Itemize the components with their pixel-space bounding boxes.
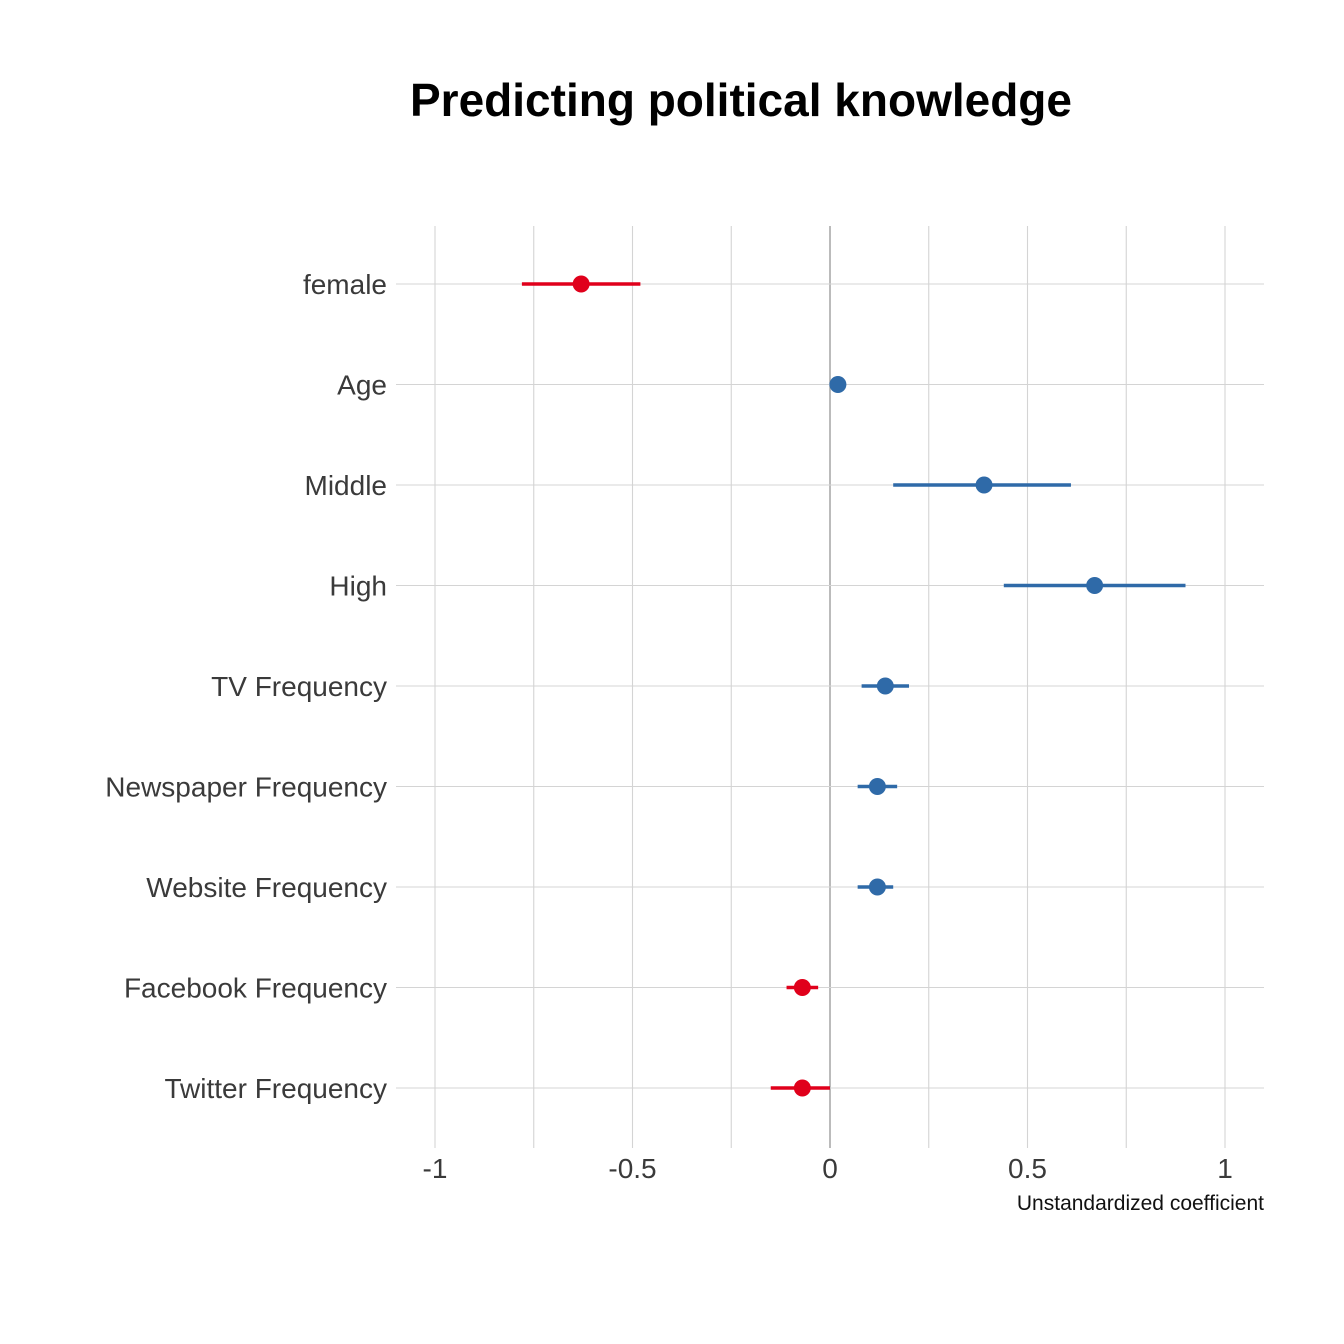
category-label: Twitter Frequency bbox=[164, 1073, 387, 1104]
coefficient-point bbox=[868, 778, 886, 795]
grid bbox=[396, 226, 1264, 1148]
x-tick-label: 0.5 bbox=[1008, 1153, 1047, 1184]
category-label: TV Frequency bbox=[211, 671, 387, 702]
coefficient-marks bbox=[521, 275, 1186, 1097]
category-label: Facebook Frequency bbox=[124, 973, 387, 1004]
coefficient-point bbox=[572, 275, 590, 293]
coefficient-point bbox=[975, 476, 993, 494]
coefficient-point bbox=[793, 1079, 811, 1097]
x-tick-label: -1 bbox=[423, 1153, 448, 1184]
x-tick-label: -0.5 bbox=[608, 1153, 656, 1184]
coefficient-point bbox=[868, 878, 886, 896]
category-label: High bbox=[329, 571, 387, 602]
coefficient-point bbox=[793, 979, 811, 996]
x-tick-label: 0 bbox=[822, 1153, 838, 1184]
x-axis-ticks: -1 -0.5 0 0.5 1 bbox=[423, 1153, 1233, 1184]
category-label: female bbox=[303, 269, 387, 300]
x-tick-label: 1 bbox=[1217, 1153, 1233, 1184]
y-axis-categories: female Age Middle High TV Frequency Newspaper… bbox=[105, 269, 387, 1104]
category-label: Newspaper Frequency bbox=[105, 772, 387, 803]
category-label: Age bbox=[337, 370, 387, 401]
coefficient-point bbox=[829, 376, 847, 393]
x-axis-title: Unstandardized coefficient bbox=[1017, 1192, 1264, 1215]
category-label: Website Frequency bbox=[146, 872, 387, 903]
chart-title: Predicting political knowledge bbox=[410, 74, 1072, 126]
coefficient-point bbox=[876, 677, 894, 695]
category-label: Middle bbox=[305, 470, 387, 501]
coefficient-point bbox=[1086, 577, 1104, 594]
